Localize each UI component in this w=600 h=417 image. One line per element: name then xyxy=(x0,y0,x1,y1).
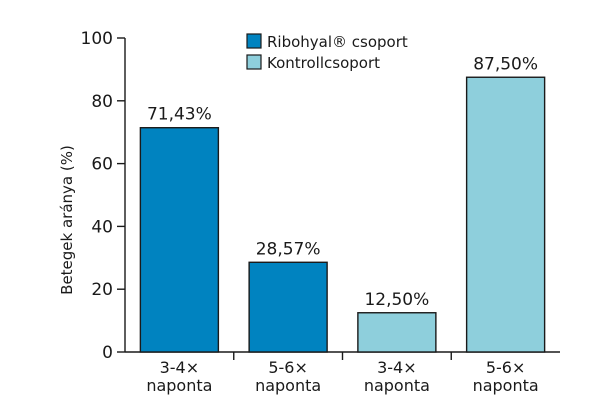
bar-kontroll xyxy=(357,312,437,353)
legend-swatch-kontroll xyxy=(246,54,262,70)
y-tick-label: 40 xyxy=(91,217,113,237)
data-label: 87,50% xyxy=(473,54,538,74)
y-tick-label: 60 xyxy=(91,155,113,175)
x-tick-label: naponta xyxy=(473,376,539,395)
data-label: 12,50% xyxy=(364,290,429,310)
data-label: 71,43% xyxy=(147,105,212,125)
y-tick-label: 100 xyxy=(81,29,113,49)
legend-swatch-ribohyal xyxy=(246,33,262,49)
legend-label: Ribohyal® csoport xyxy=(267,33,408,51)
y-tick-label: 20 xyxy=(91,280,113,300)
y-tick-label: 0 xyxy=(102,343,113,363)
x-tick-label: 5-6× xyxy=(268,358,308,377)
x-tick-label: naponta xyxy=(255,376,321,395)
x-tick-label: 3-4× xyxy=(160,358,200,377)
x-tick-label: naponta xyxy=(364,376,430,395)
bars: 71,43%3-4×naponta28,57%5-6×naponta12,50%… xyxy=(139,54,546,395)
legend-label: Kontrollcsoport xyxy=(267,54,380,72)
bar-ribohyal xyxy=(248,261,328,353)
legend: Ribohyal® csoport Kontrollcsoport xyxy=(246,33,408,72)
bar-ribohyal xyxy=(139,127,220,353)
bar-kontroll xyxy=(465,76,546,353)
x-tick-label: 3-4× xyxy=(377,358,417,377)
x-tick-label: naponta xyxy=(146,376,212,395)
data-label: 28,57% xyxy=(256,239,321,259)
y-tick-label: 80 xyxy=(91,92,113,112)
x-tick-label: 5-6× xyxy=(486,358,526,377)
y-axis-label: Betegek aránya (%) xyxy=(58,145,76,295)
